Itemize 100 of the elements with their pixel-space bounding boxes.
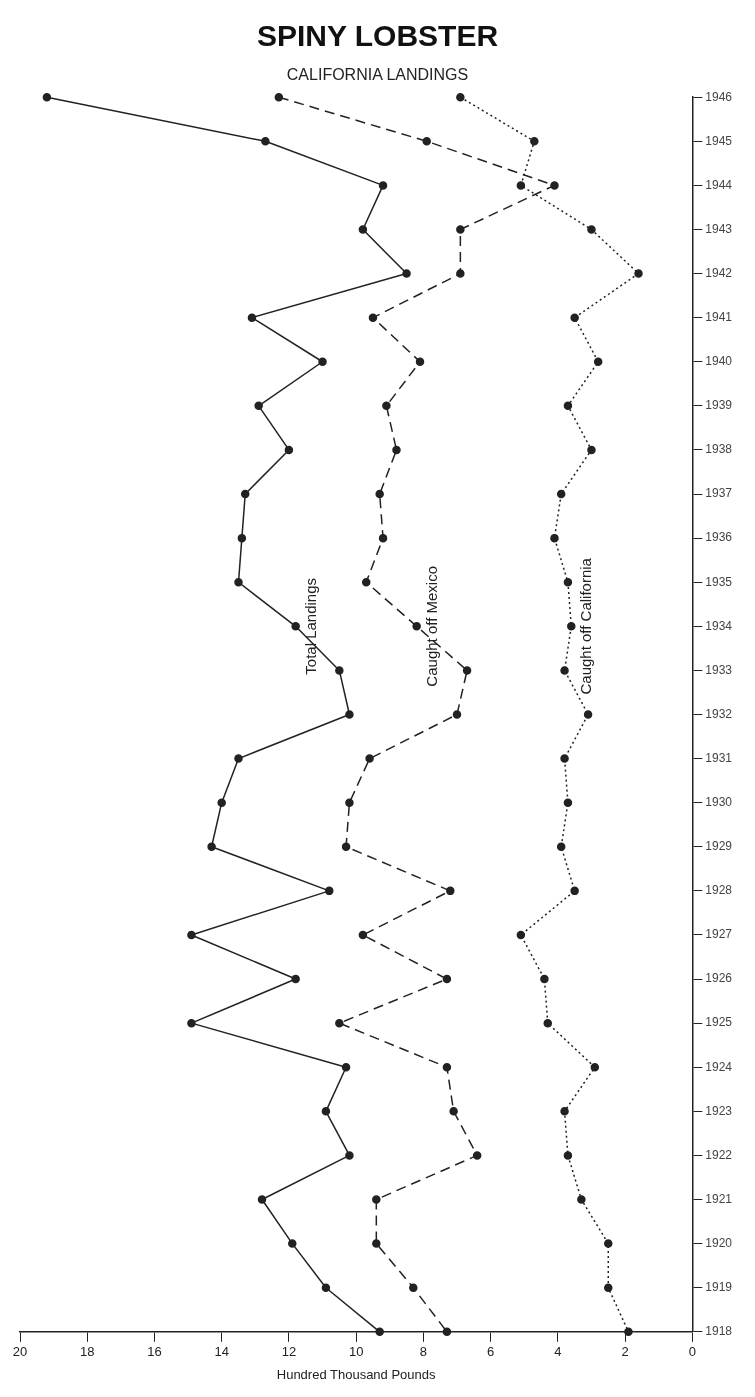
y-tick-label: 1943 [705, 221, 733, 236]
point [284, 445, 294, 455]
point [358, 930, 368, 940]
y-tick-label: 1936 [705, 530, 733, 545]
point [462, 666, 472, 675]
y-tick-label: 1931 [705, 750, 733, 765]
point [415, 357, 425, 367]
chart-subtitle: CALIFORNIA LANDINGS [286, 66, 469, 84]
point [556, 842, 566, 852]
point [234, 577, 243, 587]
x-tick-label: 6 [487, 1344, 495, 1360]
point [291, 974, 300, 984]
point [442, 974, 452, 984]
point [556, 489, 566, 499]
point [361, 577, 371, 587]
text: Caught off California [577, 557, 595, 695]
point [358, 225, 368, 234]
point [456, 225, 465, 234]
point [560, 666, 569, 675]
point [42, 92, 52, 102]
point [412, 622, 421, 631]
point [288, 1239, 297, 1248]
point [187, 930, 196, 940]
x-tick-label: 10 [348, 1344, 364, 1360]
point [442, 1062, 452, 1072]
point [341, 1062, 351, 1072]
point [590, 1062, 600, 1072]
point [634, 269, 643, 278]
point [456, 92, 465, 102]
y-tick-label: 1944 [705, 177, 733, 192]
y-tick-label: 1919 [705, 1280, 733, 1295]
x-tick-label: 18 [80, 1344, 95, 1360]
point [577, 1195, 586, 1204]
point [604, 1283, 613, 1292]
point [593, 357, 603, 367]
point [422, 137, 431, 146]
point [624, 1327, 633, 1337]
point [516, 930, 526, 940]
y-tick-label: 1918 [705, 1324, 733, 1339]
point [345, 710, 354, 719]
point [335, 666, 344, 675]
point [335, 1018, 344, 1028]
point [456, 269, 465, 278]
x-tick-label: 0 [688, 1344, 696, 1360]
y-tick-label: 1924 [705, 1059, 733, 1074]
point [207, 842, 216, 852]
text: Total Landings [301, 577, 319, 675]
x-tick-label: 20 [12, 1344, 28, 1360]
point [530, 137, 539, 146]
y-tick-label: 1946 [705, 89, 733, 104]
point [516, 181, 526, 190]
point [378, 533, 388, 543]
point [550, 533, 559, 543]
point [563, 401, 573, 411]
point [247, 313, 257, 322]
y-tick-label: 1934 [705, 618, 733, 633]
point [409, 1283, 418, 1292]
point [375, 489, 384, 499]
point [237, 533, 247, 543]
y-tick-label: 1929 [705, 839, 733, 854]
y-tick-label: 1922 [705, 1147, 733, 1162]
x-tick-label: 16 [147, 1344, 162, 1360]
text: Caught off Mexico [422, 566, 440, 687]
point [604, 1239, 613, 1248]
point [446, 886, 455, 896]
point [240, 489, 250, 499]
x-tick-label: 2 [621, 1344, 629, 1360]
y-tick-label: 1927 [705, 927, 733, 942]
point [217, 798, 226, 807]
point [567, 622, 576, 631]
x-tick-label: 4 [554, 1344, 562, 1360]
point [563, 1151, 573, 1160]
y-tick-label: 1920 [705, 1235, 733, 1250]
x-tick-label: 8 [419, 1344, 427, 1360]
x-tick-label: 12 [281, 1344, 297, 1360]
point [257, 1195, 267, 1204]
y-tick-label: 1928 [705, 883, 733, 898]
point [583, 710, 593, 719]
point [392, 445, 401, 455]
point [543, 1018, 553, 1028]
point [382, 401, 391, 411]
y-tick-label: 1930 [705, 795, 733, 809]
point [378, 181, 388, 190]
point [321, 1107, 331, 1116]
point [449, 1107, 458, 1116]
y-tick-label: 1921 [705, 1191, 733, 1206]
point [187, 1018, 196, 1028]
point [560, 1107, 569, 1116]
y-tick-label: 1933 [705, 662, 733, 677]
point [375, 1327, 384, 1337]
point [254, 401, 263, 411]
y-tick-label: 1945 [705, 133, 733, 148]
y-tick-label: 1941 [705, 309, 733, 324]
point [550, 181, 559, 190]
point [341, 842, 351, 852]
point [291, 622, 300, 631]
point [345, 1151, 354, 1160]
point [587, 445, 596, 455]
point [345, 798, 354, 807]
y-tick-label: 1932 [705, 706, 733, 721]
